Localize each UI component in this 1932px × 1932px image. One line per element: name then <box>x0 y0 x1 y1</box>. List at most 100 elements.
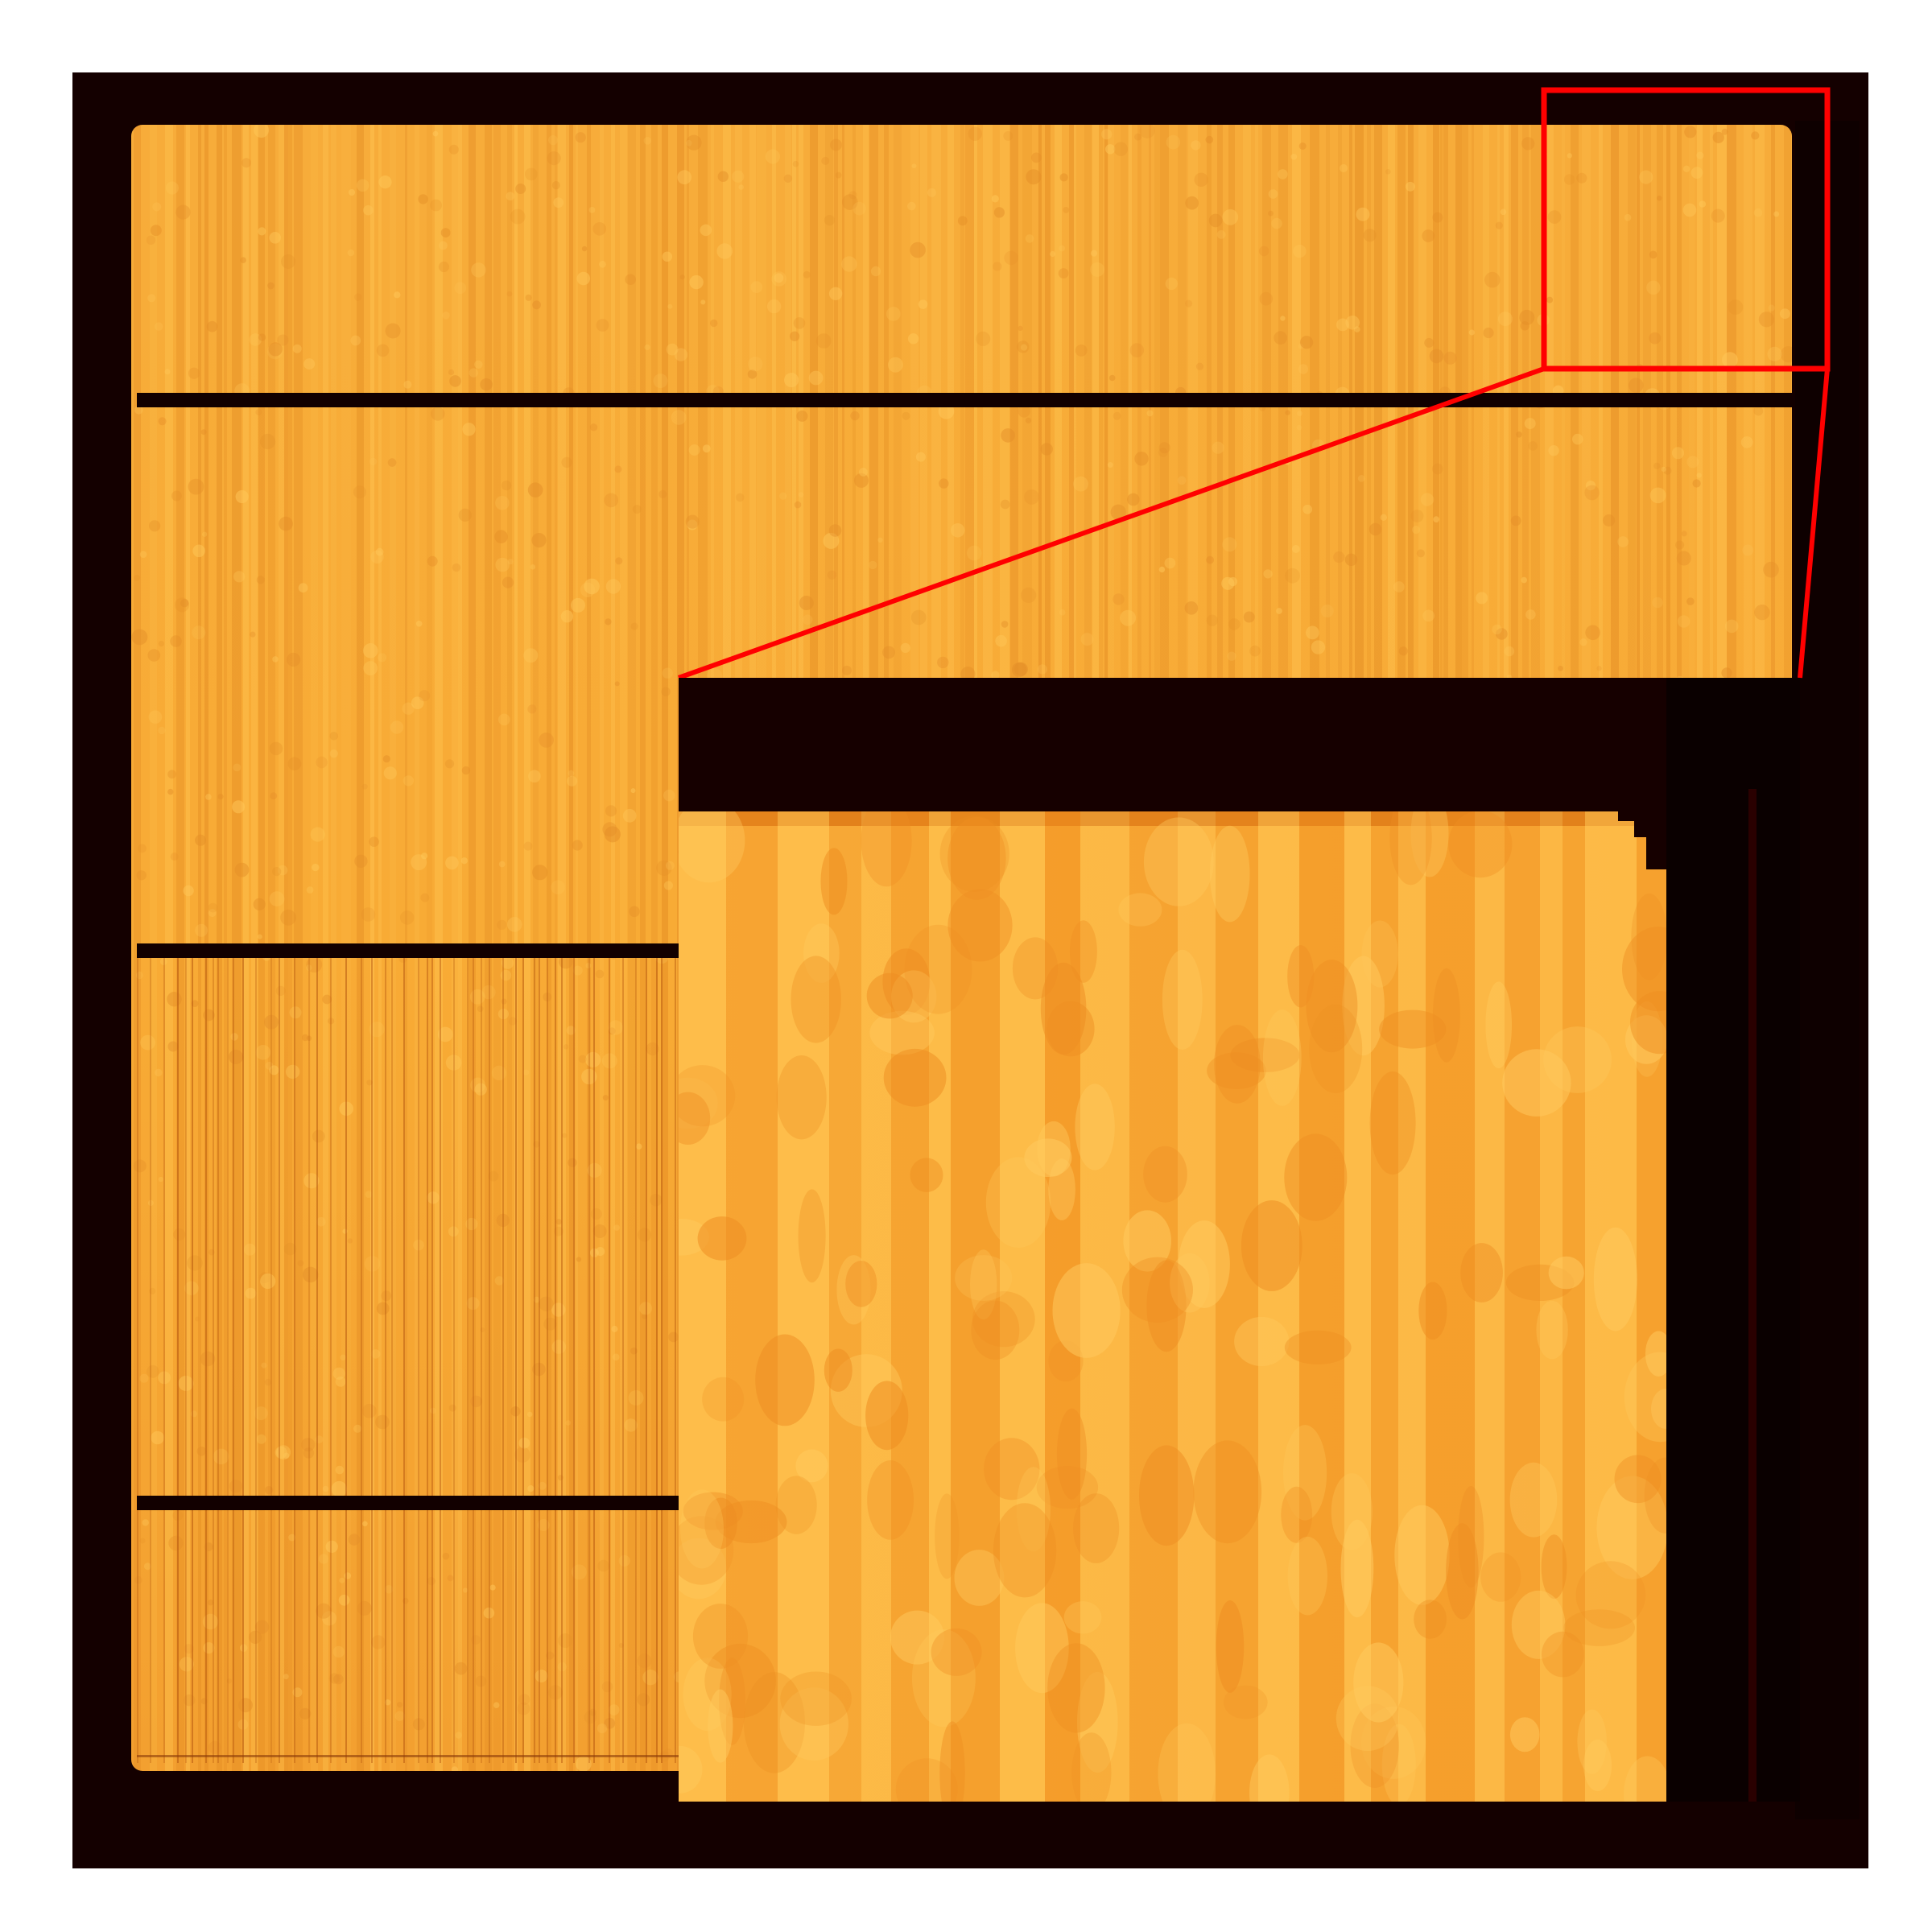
sensor-speckle <box>439 241 448 250</box>
sensor-speckle <box>604 1717 616 1729</box>
sensor-speckle <box>147 294 156 303</box>
sensor-speckle <box>629 906 640 918</box>
sensor-speckle <box>581 1068 597 1085</box>
sensor-speckle <box>702 444 711 453</box>
sensor-speckle <box>1000 499 1010 510</box>
sensor-speckle <box>1519 309 1535 325</box>
sensor-thin-line <box>177 958 179 1763</box>
sensor-speckle <box>245 1287 257 1299</box>
sensor-speckle <box>821 156 830 165</box>
sensor-speckle <box>1380 514 1388 521</box>
sensor-speckle <box>976 331 991 346</box>
sensor-speckle <box>794 501 802 509</box>
sensor-speckle <box>452 563 461 572</box>
inset-blob <box>1622 927 1666 1012</box>
sensor-speckle <box>1496 628 1508 640</box>
sensor-speckle <box>835 171 842 179</box>
sensor-speckle <box>1021 344 1028 351</box>
sensor-speckle <box>628 1390 644 1406</box>
sensor-thin-line <box>233 958 234 1763</box>
sensor-speckle <box>1422 229 1435 242</box>
sensor-speckle <box>859 468 868 477</box>
inset-blob <box>719 1657 745 1745</box>
sensor-speckle <box>1258 246 1269 257</box>
sensor-speckle <box>179 1657 194 1672</box>
sensor-speckle <box>366 1080 373 1086</box>
sensor-speckle <box>339 1577 345 1583</box>
sensor-speckle <box>397 1702 403 1708</box>
sensor-speckle <box>771 271 786 287</box>
sensor-speckle <box>1567 153 1573 159</box>
sensor-speckle <box>338 1594 350 1606</box>
sensor-speckle <box>1686 597 1695 605</box>
sensor-speckle <box>532 300 541 310</box>
inset-blob <box>1644 1457 1666 1534</box>
inset-blob <box>947 889 1013 962</box>
sensor-speckle <box>1336 318 1349 332</box>
sensor-speckle <box>1432 463 1443 475</box>
inset-blob <box>1241 1200 1302 1291</box>
sensor-speckle <box>650 1194 663 1207</box>
inset-stripe <box>951 811 1000 1802</box>
sensor-speckle <box>257 934 262 939</box>
sensor-speckle <box>882 646 895 659</box>
sensor-speckle <box>415 621 423 627</box>
sensor-speckle <box>1227 651 1236 661</box>
sensor-speckle <box>1563 174 1575 185</box>
sensor-speckle <box>255 409 262 415</box>
inset-blob <box>1614 1455 1662 1504</box>
sensor-speckle <box>1495 221 1503 229</box>
sensor-thin-line <box>609 958 610 1763</box>
sensor-speckle <box>1320 604 1334 618</box>
inset-blob <box>692 1604 749 1669</box>
sensor-speckle <box>732 170 745 183</box>
sensor-speckle <box>1484 271 1501 288</box>
sensor-speckle <box>1520 321 1530 331</box>
sensor-speckle <box>590 1208 602 1220</box>
sensor-speckle <box>572 965 583 976</box>
sensor-speckle <box>1278 169 1288 180</box>
sensor-speckle <box>483 1607 495 1619</box>
sensor-thin-line <box>371 958 373 1763</box>
sensor-speckle <box>604 493 618 508</box>
sensor-speckle <box>1671 447 1685 460</box>
sensor-speckle <box>1596 666 1602 671</box>
sensor-speckle <box>687 519 698 530</box>
sensor-speckle <box>658 489 667 499</box>
sensor-thin-line <box>588 958 590 1763</box>
sensor-speckle <box>1558 666 1563 671</box>
sensor-speckle <box>539 733 554 748</box>
inset-blob <box>1361 920 1398 988</box>
sensor-speckle <box>269 1065 279 1075</box>
sensor-speckle <box>159 958 167 965</box>
sensor-speckle <box>190 1410 197 1418</box>
sensor-thin-line <box>391 958 393 1763</box>
sensor-speckle <box>1356 207 1370 221</box>
sensor-speckle <box>1524 418 1536 430</box>
sensor-speckle <box>335 1377 346 1387</box>
inset-blob <box>935 1493 960 1579</box>
sensor-speckle <box>259 433 276 450</box>
sensor-speckle <box>532 865 548 881</box>
inset-blob <box>970 1249 997 1320</box>
sensor-speckle <box>154 322 163 331</box>
sensor-speckle <box>1025 417 1032 424</box>
inset-blob <box>1541 1534 1567 1600</box>
sensor-speckle <box>1018 405 1030 418</box>
inset-blob <box>1118 893 1162 927</box>
sensor-speckle <box>1722 352 1738 368</box>
sensor-speckle <box>1768 304 1775 312</box>
sensor-speckle <box>624 1418 638 1432</box>
sensor-thin-line <box>473 958 474 1763</box>
sensor-speckle <box>369 1022 385 1038</box>
inset-blob <box>993 1503 1057 1598</box>
sensor-speckle <box>150 225 162 237</box>
panel-gap-1 <box>137 393 1795 407</box>
sensor-speckle <box>158 726 166 735</box>
sensor-thin-line <box>163 958 165 1763</box>
sensor-speckle <box>1682 165 1690 172</box>
inset-blob <box>939 1721 965 1802</box>
sensor-speckle <box>1682 203 1697 217</box>
sensor-speckle <box>738 184 744 190</box>
sensor-speckle <box>264 1014 279 1030</box>
